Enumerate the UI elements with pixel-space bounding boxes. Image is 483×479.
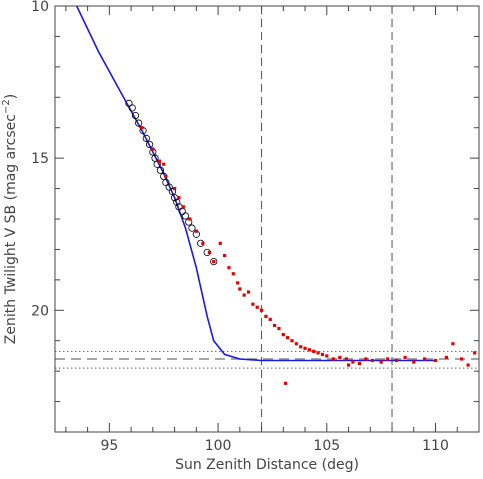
observation-open-circle xyxy=(135,119,143,127)
y-axis-title-sup: −2 xyxy=(1,99,12,114)
observation-red-point xyxy=(466,363,470,367)
observation-red-point xyxy=(223,253,227,258)
observation-red-point xyxy=(246,290,251,294)
observation-open-circle xyxy=(210,257,218,266)
observation-red-point xyxy=(412,360,416,364)
observation-red-point xyxy=(307,348,311,352)
observation-red-point xyxy=(212,260,216,264)
observation-red-point xyxy=(364,357,368,361)
observation-red-point xyxy=(194,229,198,233)
observation-red-point xyxy=(386,357,390,361)
observation-red-point xyxy=(140,126,144,130)
observation-red-point xyxy=(351,360,355,364)
observation-red-point xyxy=(312,349,316,353)
observation-open-circle xyxy=(131,111,140,120)
observation-red-point xyxy=(172,186,177,191)
x-tick-label: 100 xyxy=(205,438,232,454)
observation-red-point xyxy=(303,346,307,350)
observation-red-point xyxy=(473,351,477,355)
y-axis-title-main: Zenith Twilight V SB (mag arcsec xyxy=(3,114,19,344)
y-tick-label: 10 xyxy=(31,0,49,15)
observation-red-point xyxy=(290,339,294,343)
observation-red-point xyxy=(344,357,348,361)
model-curve xyxy=(75,6,436,362)
observation-red-point xyxy=(188,217,192,221)
observation-open-circle xyxy=(145,140,154,149)
observation-red-point xyxy=(238,287,242,291)
observation-red-point xyxy=(255,305,259,309)
observation-red-point xyxy=(433,358,438,363)
x-axis-title: Sun Zenith Distance (deg) xyxy=(175,457,359,473)
observation-red-point xyxy=(162,162,166,166)
observation-red-point xyxy=(331,357,335,361)
observation-red-point xyxy=(394,358,398,363)
observation-red-point xyxy=(316,351,320,355)
y-axis-title-close: ) xyxy=(3,94,19,99)
observation-red-point xyxy=(444,355,448,360)
observation-red-point xyxy=(320,352,325,357)
observation-red-point xyxy=(181,205,185,209)
observation-red-point xyxy=(379,360,383,364)
observation-red-point xyxy=(451,342,455,346)
observation-red-point xyxy=(423,357,427,361)
observation-red-point xyxy=(151,147,155,151)
x-tick-label: 105 xyxy=(313,438,340,454)
observation-red-point xyxy=(157,159,161,163)
observation-red-point xyxy=(370,358,375,363)
observation-red-point xyxy=(231,272,235,276)
observation-red-point xyxy=(338,355,342,360)
observation-red-point xyxy=(299,345,303,349)
observation-red-point xyxy=(286,336,290,340)
observation-red-point xyxy=(273,323,277,328)
observation-red-point xyxy=(460,357,464,361)
y-axis-title: Zenith Twilight V SB (mag arcsec−2) xyxy=(1,94,19,344)
observation-red-point xyxy=(218,241,222,245)
observation-open-circle xyxy=(188,224,196,232)
x-tick-label: 110 xyxy=(422,438,449,454)
observation-open-circle xyxy=(168,188,177,196)
observation-red-point xyxy=(227,266,231,270)
observation-open-circle xyxy=(156,166,165,174)
observation-red-point xyxy=(325,354,329,358)
observation-red-point xyxy=(164,174,168,178)
observation-red-point xyxy=(357,361,362,366)
axis-ticks: 95 100 105 110 10 15 20 xyxy=(31,0,479,454)
y-tick-label: 15 xyxy=(31,151,49,167)
observation-red-point xyxy=(264,314,268,318)
observation-red-point xyxy=(177,196,181,200)
observation-red-point xyxy=(207,250,211,255)
y-tick-label: 20 xyxy=(31,303,49,319)
observation-red-point xyxy=(346,363,351,367)
observation-red-point xyxy=(277,326,281,331)
observation-red-point xyxy=(251,302,255,306)
observation-red-point xyxy=(403,355,407,360)
observation-red-point xyxy=(283,381,288,385)
observation-red-point xyxy=(281,333,285,337)
observation-red-point xyxy=(259,308,264,312)
observation-red-point xyxy=(236,281,240,285)
observation-open-circle xyxy=(173,198,181,206)
observation-red-point xyxy=(242,293,246,297)
plot-marks xyxy=(55,6,479,432)
observation-open-circle xyxy=(181,212,190,220)
observation-red-point xyxy=(268,317,272,322)
x-tick-label: 95 xyxy=(100,438,118,454)
observation-open-circle xyxy=(151,154,159,162)
observation-open-circle xyxy=(142,134,150,142)
observation-red-point xyxy=(201,241,205,245)
observation-open-circle xyxy=(128,104,136,112)
observation-red-point xyxy=(294,342,298,346)
observation-open-circle xyxy=(153,160,161,168)
